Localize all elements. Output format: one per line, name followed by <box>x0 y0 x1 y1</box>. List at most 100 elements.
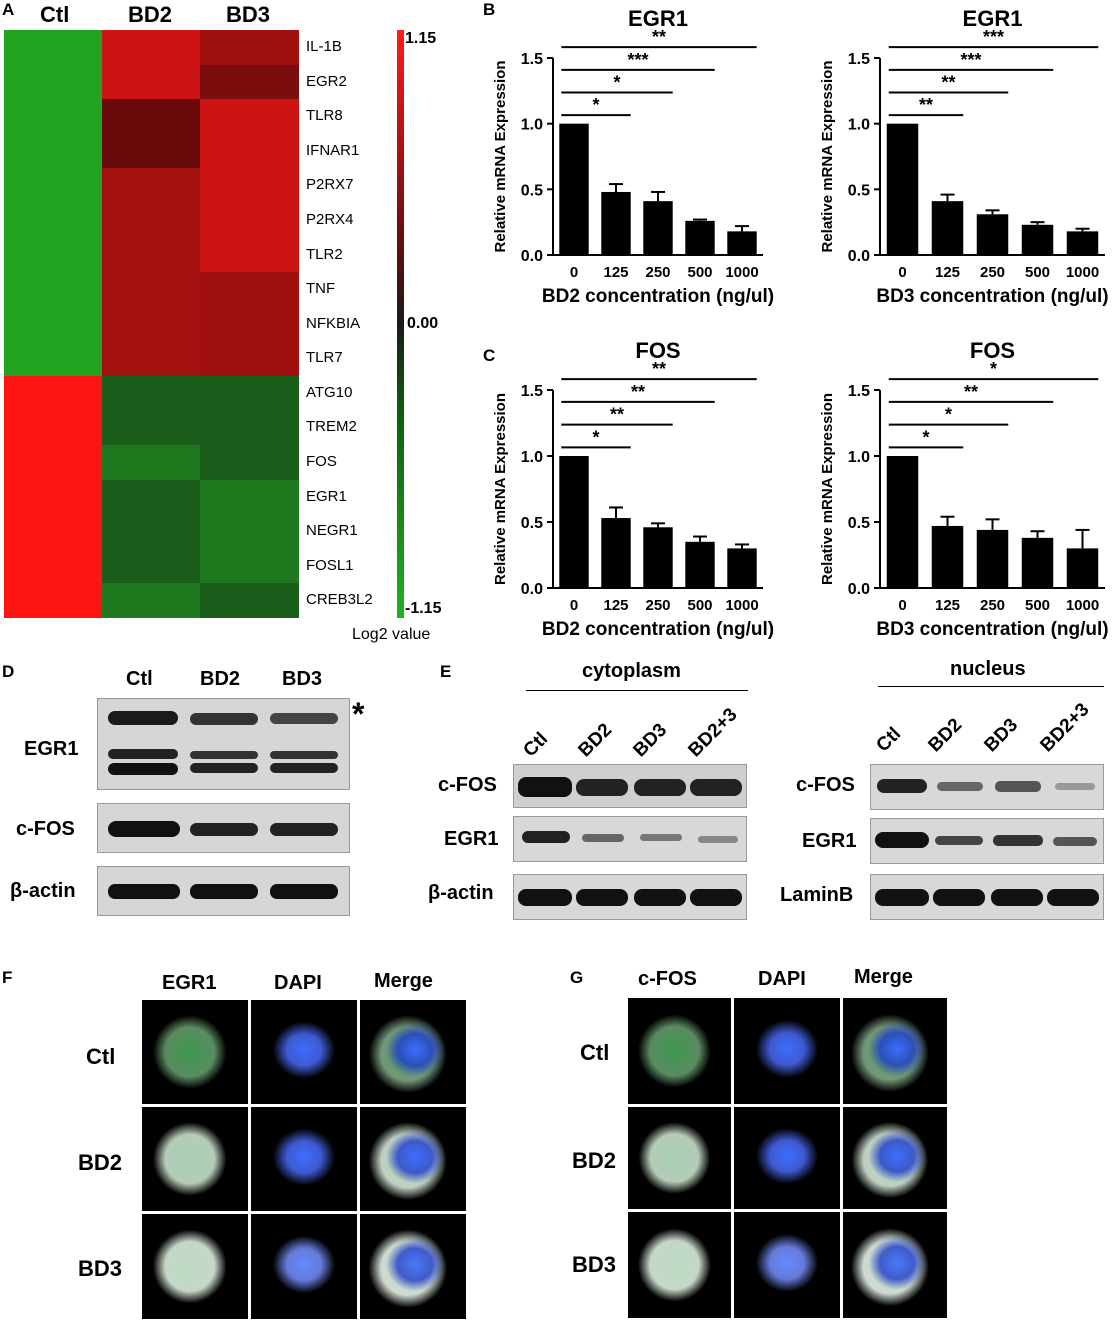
y-tick-label: 1.5 <box>521 383 543 400</box>
heatmap-cell <box>4 133 102 169</box>
x-tick-label: 250 <box>645 597 670 614</box>
significance-label: * <box>945 405 952 425</box>
bar <box>886 123 919 256</box>
y-tick-label: 1.0 <box>521 117 543 134</box>
e-nuc-row-laminb: LaminB <box>780 884 854 906</box>
heatmap-cell <box>200 341 299 377</box>
x-axis-label: BD3 concentration (ng/ul) <box>876 286 1108 307</box>
heatmap-cell <box>102 64 200 100</box>
e-nuc-lane-bd2: BD2 <box>924 714 967 757</box>
heatmap-cell <box>4 168 102 204</box>
f-col-egr1: EGR1 <box>162 972 217 994</box>
g-col-dapi: DAPI <box>758 968 806 990</box>
heatmap-cell <box>4 445 102 481</box>
heatmap-cell <box>4 64 102 100</box>
x-tick-label: 500 <box>687 264 712 281</box>
significance-label: ** <box>652 27 666 47</box>
x-tick-label: 125 <box>603 264 628 281</box>
heatmap-cell <box>102 479 200 515</box>
y-axis-label: Relative mRNA Expression <box>819 393 836 585</box>
e-nuc-row-egr1: EGR1 <box>802 830 857 852</box>
micrograph-merge <box>843 1212 947 1318</box>
heatmap-cell <box>4 548 102 584</box>
heatmap-cell <box>4 202 102 239</box>
bar <box>1066 548 1099 588</box>
y-tick-label: 1.0 <box>848 449 870 466</box>
e-cyto-row-cfos: c-FOS <box>438 774 497 796</box>
heatmap-cell <box>4 99 102 135</box>
micrograph-blue <box>251 1107 357 1211</box>
bar <box>931 201 964 255</box>
chart-title: EGR1 <box>628 6 688 31</box>
d-asterisk: * <box>352 696 365 732</box>
blot-e-cyto-actin <box>513 874 747 920</box>
heatmap-cell <box>200 30 299 66</box>
band <box>270 713 338 724</box>
x-tick-label: 0 <box>898 264 906 281</box>
e-cyto-row-egr1: EGR1 <box>444 828 499 850</box>
d-row-cfos: c-FOS <box>16 818 75 840</box>
heatmap-cell <box>102 548 200 584</box>
micrograph-blue <box>734 998 840 1104</box>
blot-d-egr1 <box>97 698 350 790</box>
band <box>877 779 927 793</box>
bar <box>685 220 715 255</box>
x-tick-label: 1000 <box>725 264 758 281</box>
band <box>1047 889 1099 906</box>
significance-label: * <box>592 95 599 115</box>
x-tick-label: 500 <box>1025 264 1050 281</box>
g-col-merge: Merge <box>854 966 913 988</box>
significance-label: *** <box>627 50 648 70</box>
micrograph-green <box>142 1107 248 1211</box>
band <box>190 823 258 836</box>
x-tick-label: 0 <box>898 597 906 614</box>
significance-label: ** <box>919 95 933 115</box>
bar <box>685 541 715 588</box>
blot-e-nuc-cfos <box>870 764 1104 810</box>
band <box>190 751 258 759</box>
heatmap-gene-label: EGR1 <box>306 487 347 505</box>
heatmap-cell <box>200 237 299 273</box>
heatmap-cell <box>102 99 200 135</box>
micrograph-green <box>628 1212 731 1318</box>
heatmap-cell <box>102 410 200 446</box>
heatmap-gene-label: FOSL1 <box>306 556 354 574</box>
significance-label: * <box>990 359 997 379</box>
x-tick-label: 250 <box>980 264 1005 281</box>
f-col-dapi: DAPI <box>274 972 322 994</box>
significance-label: * <box>922 427 929 447</box>
micrograph-merge <box>360 1000 466 1104</box>
blot-e-nuc-laminb <box>870 874 1104 920</box>
colorbar-max-label: 1.15 <box>405 30 437 47</box>
heatmap-cell <box>200 375 299 411</box>
heatmap-cell <box>200 514 299 550</box>
bar <box>1066 231 1099 255</box>
x-tick-label: 1000 <box>1066 264 1099 281</box>
heatmap-gene-label: TNF <box>306 280 336 298</box>
x-axis-label: BD2 concentration (ng/ul) <box>542 286 774 307</box>
bar <box>976 214 1009 255</box>
y-tick-label: 1.0 <box>848 117 870 134</box>
heatmap-cell <box>102 272 200 308</box>
band <box>582 834 624 842</box>
heatmap-cell <box>102 306 200 342</box>
y-tick-label: 1.5 <box>848 51 870 68</box>
micrograph-merge <box>360 1107 466 1211</box>
heatmap-cell <box>102 133 200 169</box>
band <box>108 821 180 837</box>
panel-label-c: C <box>483 346 496 365</box>
band <box>518 889 572 906</box>
y-axis-label: Relative mRNA Expression <box>819 60 836 252</box>
bar-charts: 0.00.51.01.50 125 250 500 1000*******EGR1BD2… <box>492 6 1109 640</box>
significance-label: ** <box>941 72 955 92</box>
heatmap-cell <box>4 410 102 446</box>
bar <box>1021 224 1054 255</box>
micrograph-merge <box>360 1214 466 1319</box>
heatmap-grid <box>4 30 299 619</box>
heatmap-cell <box>200 410 299 446</box>
g-row-bd2: BD2 <box>572 1148 617 1173</box>
e-cyto-lane-bd3: BD3 <box>629 719 672 762</box>
band <box>1053 837 1097 846</box>
blot-d-actin <box>97 866 350 916</box>
heatmap-gene-label: IL-1B <box>306 38 342 55</box>
